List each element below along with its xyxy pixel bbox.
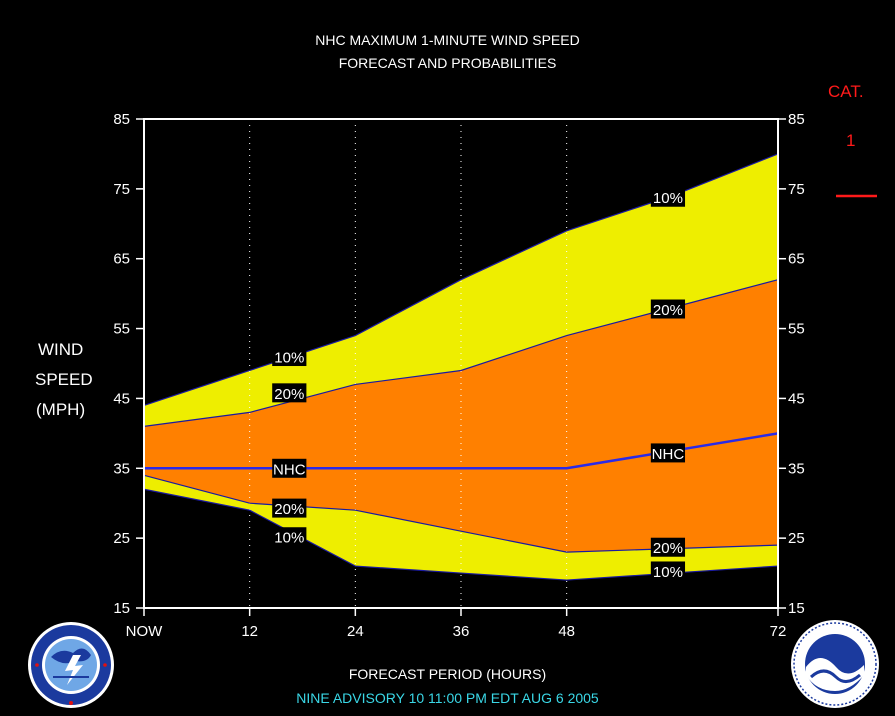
y-tick-label-right-15: 15 — [788, 600, 805, 617]
inner-probability-band — [144, 279, 778, 553]
series-label-1: 20% — [274, 386, 304, 403]
y-tick-label-right-65: 65 — [788, 251, 805, 268]
ylabel-line2: SPEED — [35, 370, 93, 389]
series-label-0: 10% — [274, 350, 304, 367]
series-label-box-2 — [272, 458, 307, 478]
series-label-5: 10% — [653, 190, 683, 207]
x-tick-label-36: 36 — [453, 623, 470, 640]
series-label-box-4 — [272, 527, 307, 547]
series-label-4: 10% — [274, 530, 304, 547]
y-tick-label-left-65: 65 — [113, 251, 130, 268]
series-label-3: 20% — [274, 501, 304, 518]
category-label: CAT. — [828, 82, 864, 101]
chart-title-line1: NHC MAXIMUM 1-MINUTE WIND SPEED — [315, 32, 580, 48]
series-label-box-3 — [272, 498, 307, 518]
y-tick-label-left-25: 25 — [113, 530, 130, 547]
x-tick-label-12: 12 — [241, 623, 258, 640]
advisory-footer: NINE ADVISORY 10 11:00 PM EDT AUG 6 2005 — [296, 690, 599, 706]
series-label-box-7 — [650, 443, 686, 463]
series-label-2: NHC — [273, 461, 306, 478]
y-tick-label-left-15: 15 — [113, 600, 130, 617]
nws-logo-icon — [28, 622, 114, 708]
chart-title-line2: FORECAST AND PROBABILITIES — [338, 55, 557, 71]
x-tick-label-24: 24 — [347, 623, 364, 640]
series-label-box-6 — [650, 299, 686, 319]
x-tick-label-0: NOW — [126, 623, 164, 640]
y-tick-label-right-75: 75 — [788, 181, 805, 198]
series-label-8: 20% — [653, 540, 683, 557]
y-tick-label-left-45: 45 — [113, 390, 130, 407]
series-label-6: 20% — [653, 302, 683, 319]
y-tick-label-right-35: 35 — [788, 460, 805, 477]
y-tick-label-left-55: 55 — [113, 321, 130, 338]
series-label-box-0 — [272, 347, 307, 367]
y-tick-label-right-25: 25 — [788, 530, 805, 547]
series-label-7: NHC — [652, 446, 685, 463]
y-tick-label-right-45: 45 — [788, 390, 805, 407]
category-number: 1 — [846, 131, 856, 150]
series-label-box-1 — [272, 383, 307, 403]
noaa-logo-icon — [791, 620, 879, 708]
x-tick-label-48: 48 — [558, 623, 575, 640]
y-tick-label-left-35: 35 — [113, 460, 130, 477]
series-label-9: 10% — [653, 564, 683, 581]
y-tick-label-right-85: 85 — [788, 111, 805, 128]
y-tick-label-right-55: 55 — [788, 321, 805, 338]
y-tick-label-left-85: 85 — [113, 111, 130, 128]
x-tick-label-72: 72 — [770, 623, 787, 640]
y-tick-label-left-75: 75 — [113, 181, 130, 198]
series-label-box-5 — [650, 187, 686, 207]
ylabel-line1: WIND — [38, 340, 84, 359]
x-axis-label: FORECAST PERIOD (HOURS) — [348, 666, 547, 682]
series-label-box-8 — [650, 537, 686, 557]
series-label-box-9 — [650, 561, 686, 581]
ylabel-line3: (MPH) — [36, 400, 86, 419]
